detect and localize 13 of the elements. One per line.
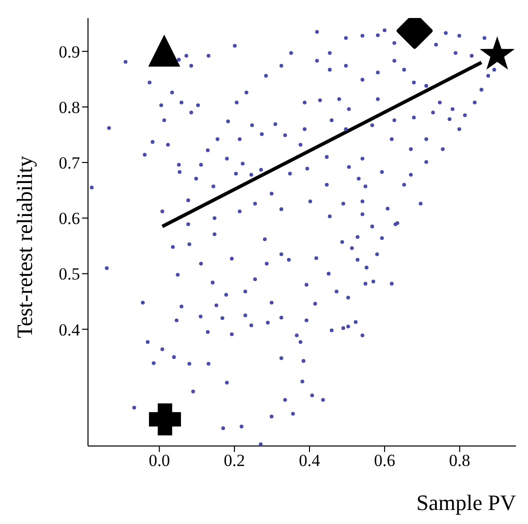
y-tick-label: 0.7 (58, 154, 80, 173)
x-tick-label: 0.8 (449, 451, 470, 470)
y-tick-label: 0.8 (58, 98, 80, 117)
y-tick-label: 0.4 (58, 320, 80, 340)
x-tick-label: 0.4 (298, 451, 321, 470)
y-tick-label: 0.5 (58, 264, 80, 284)
y-axis-title: Test-retest reliability (12, 156, 38, 338)
x-tick-label: 0.0 (148, 451, 170, 470)
y-tick-label: 0.6 (58, 209, 80, 228)
y-tick-label: 0.9 (58, 42, 80, 62)
x-axis-title: Sample PV (416, 490, 516, 516)
x-tick-label: 0.6 (374, 451, 396, 470)
x-tick-label: 0.2 (224, 451, 246, 470)
